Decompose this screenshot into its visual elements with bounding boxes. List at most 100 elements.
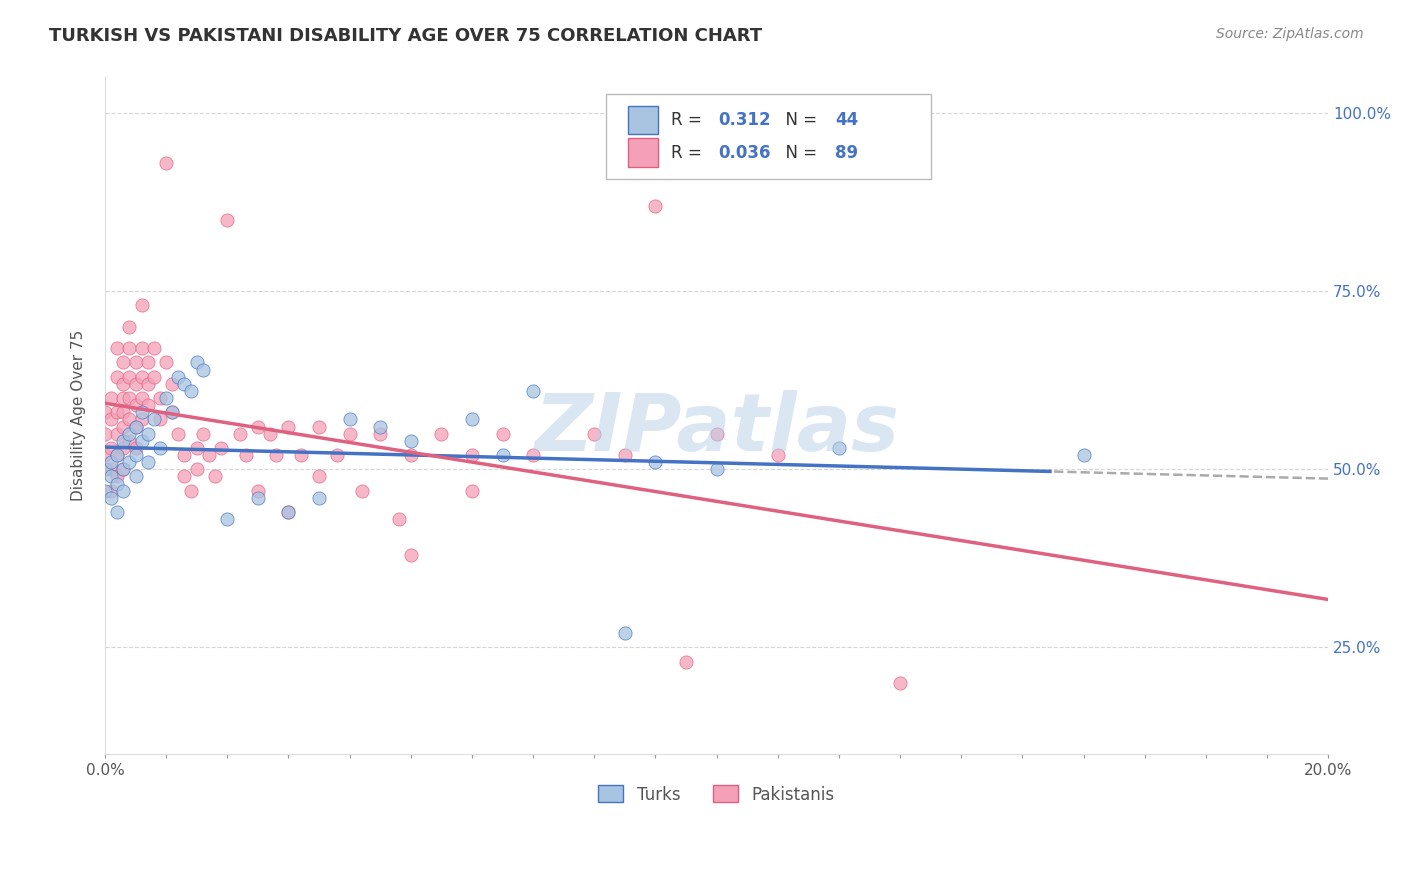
Point [339, 426, 361, 441]
Point [105, 369, 128, 384]
Point [246, 491, 269, 505]
Point [264, 448, 287, 462]
Point [399, 434, 422, 448]
Point [124, 419, 146, 434]
Point [118, 455, 141, 469]
Point [461, 412, 484, 426]
Point [124, 419, 146, 434]
Point [136, 376, 159, 391]
Point [277, 505, 299, 519]
Point [94, 405, 117, 419]
Point [155, 355, 177, 369]
Point [162, 405, 184, 419]
Point [167, 426, 190, 441]
Point [100, 491, 122, 505]
Point [290, 448, 312, 462]
Point [105, 426, 128, 441]
Point [118, 319, 141, 334]
Point [136, 398, 159, 412]
Point [105, 405, 128, 419]
Point [142, 412, 165, 426]
Point [235, 448, 257, 462]
Text: ZIPatlas: ZIPatlas [534, 391, 898, 468]
Point [162, 405, 184, 419]
Legend: Turks, Pakistanis: Turks, Pakistanis [588, 775, 845, 814]
Point [217, 213, 239, 227]
Text: N =: N = [775, 144, 823, 161]
Point [613, 626, 636, 640]
Point [277, 419, 299, 434]
Point [173, 448, 195, 462]
Point [644, 455, 666, 469]
Point [124, 355, 146, 369]
Y-axis label: Disability Age Over 75: Disability Age Over 75 [72, 330, 86, 501]
Point [118, 341, 141, 355]
Point [112, 434, 135, 448]
Point [136, 426, 159, 441]
Point [706, 426, 728, 441]
Point [131, 412, 153, 426]
Point [100, 412, 122, 426]
Point [118, 434, 141, 448]
Point [491, 448, 513, 462]
Point [105, 469, 128, 483]
Point [186, 441, 208, 455]
Point [105, 341, 128, 355]
Point [368, 426, 391, 441]
Point [706, 462, 728, 476]
Point [155, 391, 177, 405]
Point [162, 376, 184, 391]
Text: 44: 44 [835, 112, 859, 129]
Point [186, 462, 208, 476]
Point [124, 376, 146, 391]
Point [246, 483, 269, 498]
Point [131, 341, 153, 355]
Point [131, 405, 153, 419]
Point [105, 505, 128, 519]
Point [461, 483, 484, 498]
Point [339, 412, 361, 426]
Point [100, 469, 122, 483]
Point [350, 483, 373, 498]
Point [461, 448, 484, 462]
Point [118, 412, 141, 426]
Point [100, 462, 122, 476]
Point [368, 419, 391, 434]
Point [112, 355, 135, 369]
Point [94, 462, 117, 476]
Point [308, 469, 330, 483]
Point [100, 391, 122, 405]
Point [167, 369, 190, 384]
Point [259, 426, 281, 441]
Point [430, 426, 453, 441]
Point [191, 362, 214, 376]
Point [112, 462, 135, 476]
Point [118, 391, 141, 405]
Point [100, 441, 122, 455]
Point [112, 405, 135, 419]
Point [173, 376, 195, 391]
Point [131, 369, 153, 384]
Point [204, 469, 226, 483]
Text: 89: 89 [835, 144, 858, 161]
Point [583, 426, 606, 441]
Point [105, 448, 128, 462]
Point [149, 412, 172, 426]
Point [644, 199, 666, 213]
Text: Source: ZipAtlas.com: Source: ZipAtlas.com [1216, 27, 1364, 41]
FancyBboxPatch shape [606, 95, 931, 179]
Point [180, 483, 202, 498]
Point [308, 419, 330, 434]
Point [173, 469, 195, 483]
Point [94, 426, 117, 441]
Point [112, 483, 135, 498]
Point [124, 441, 146, 455]
Point [112, 441, 135, 455]
Point [112, 462, 135, 476]
Point [766, 448, 789, 462]
Point [246, 419, 269, 434]
Point [186, 355, 208, 369]
Point [491, 426, 513, 441]
Point [100, 455, 122, 469]
Point [399, 448, 422, 462]
